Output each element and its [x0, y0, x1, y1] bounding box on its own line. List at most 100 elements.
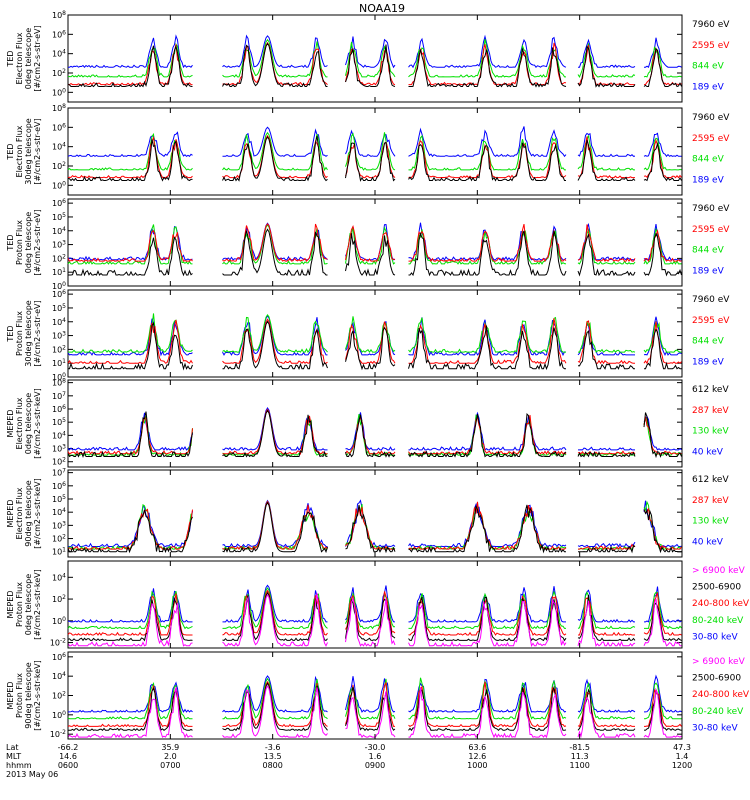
legend-entry: 7960 eV [692, 295, 730, 305]
y-tick-label: 106 [52, 404, 66, 414]
series-trace [68, 320, 682, 371]
legend-entry: 189 eV [692, 175, 725, 185]
legend-entry: 130 keV [692, 517, 729, 527]
y-tick-label: 10-2 [50, 638, 66, 648]
x-tick-lat: 47.3 [673, 743, 691, 752]
y-tick-label: 108 [52, 378, 66, 388]
y-axis-label: MEPED [6, 410, 15, 438]
legend-entry: 287 keV [692, 496, 729, 506]
y-tick-label: 104 [52, 430, 66, 440]
series-trace [68, 674, 682, 713]
y-axis-label: Proton Flux [15, 311, 24, 356]
x-tick-lat: 63.6 [468, 743, 486, 752]
y-tick-label: 101 [52, 267, 66, 277]
y-tick-label: 100 [52, 87, 66, 97]
y-tick-label: 108 [52, 10, 66, 20]
y-axis-label: [#/cm2-s-str-eV] [33, 118, 42, 184]
y-tick-label: 100 [52, 710, 66, 720]
series-trace [67, 677, 682, 720]
legend-entry: 844 eV [692, 62, 725, 72]
legend-entry: 40 keV [692, 447, 724, 457]
x-tick-mlt: 1.6 [369, 752, 382, 761]
y-tick-label: 106 [52, 289, 66, 299]
x-tick-mlt: 14.6 [59, 752, 77, 761]
legend-entry: 2595 eV [692, 316, 730, 326]
y-axis-label: [#/cm2-s-str-keV] [33, 660, 42, 731]
series-trace [67, 501, 682, 554]
x-row-label: 2013 May 06 [6, 770, 58, 779]
legend-entry: 189 eV [692, 357, 725, 367]
y-axis-label: 0deg telescope [24, 212, 33, 273]
legend-entry: 612 keV [692, 475, 729, 485]
y-tick-label: 10-2 [50, 729, 66, 739]
series-trace [67, 223, 682, 263]
x-tick-lat: -66.2 [58, 743, 79, 752]
y-tick-label: 106 [52, 198, 66, 208]
y-axis-label: [#/cm2-s-str-keV] [33, 478, 42, 549]
y-axis-label: Electron Flux [15, 32, 24, 84]
y-tick-label: 102 [52, 691, 66, 701]
y-tick-label: 103 [52, 331, 66, 341]
y-tick-label: 104 [52, 671, 66, 681]
y-tick-label: 100 [52, 180, 66, 190]
x-tick-lat: -81.5 [569, 743, 590, 752]
y-axis-label: 30deg telescope [24, 300, 33, 367]
series-trace [68, 682, 682, 732]
series-trace [67, 126, 682, 158]
y-tick-label: 107 [52, 391, 66, 401]
y-tick-label: 104 [52, 572, 66, 582]
legend-entry: 130 keV [692, 427, 729, 437]
legend-entry: 80-240 keV [692, 616, 744, 626]
legend-entry: 7960 eV [692, 204, 730, 214]
y-tick-label: 106 [52, 122, 66, 132]
y-tick-label: 105 [52, 212, 66, 222]
y-tick-label: 104 [52, 142, 66, 152]
y-axis-label: [#/cm2-s-str-keV] [33, 569, 42, 640]
legend-entry: > 6900 keV [692, 657, 746, 667]
x-row-label: MLT [6, 752, 21, 761]
series-trace [67, 406, 682, 451]
x-tick-hhmm: 0700 [160, 761, 180, 770]
legend-entry: 240-800 keV [692, 690, 750, 700]
y-axis-label: Electron Flux [15, 487, 24, 539]
x-tick-hhmm: 1200 [672, 761, 692, 770]
y-axis-label: MEPED [6, 500, 15, 528]
y-axis-label: TED [6, 234, 15, 251]
x-row-label: Lat [6, 743, 19, 752]
y-axis-label: MEPED [6, 591, 15, 619]
legend-entry: 844 eV [692, 337, 725, 347]
y-tick-label: 107 [52, 468, 66, 478]
legend-entry: 189 eV [692, 82, 725, 92]
y-tick-label: 102 [52, 534, 66, 544]
x-tick-mlt: 12.6 [468, 752, 486, 761]
y-tick-label: 106 [52, 481, 66, 491]
y-tick-label: 103 [52, 520, 66, 530]
x-tick-mlt: 1.4 [676, 752, 689, 761]
y-tick-label: 105 [52, 494, 66, 504]
series-trace [67, 224, 682, 266]
panel-6: 107 106 105 104 103 102 101 MEPED Electron Flux 9… [6, 468, 729, 558]
y-tick-label: 103 [52, 240, 66, 250]
y-axis-label: Electron Flux [15, 397, 24, 449]
legend-entry: 844 eV [692, 155, 725, 165]
x-tick-lat: 35.9 [161, 743, 179, 752]
y-axis-label: Proton Flux [15, 220, 24, 265]
legend-entry: 2595 eV [692, 41, 730, 51]
series-trace [68, 228, 682, 277]
y-axis-label: TED [6, 143, 15, 160]
legend-entry: 40 keV [692, 537, 724, 547]
y-tick-label: 106 [52, 652, 66, 662]
x-tick-hhmm: 0800 [262, 761, 282, 770]
series-trace [67, 42, 682, 88]
panel-5: 108 107 106 105 104 103 102 MEPED Electron Flux 0… [6, 378, 729, 468]
series-trace [67, 591, 682, 642]
x-tick-mlt: 13.5 [264, 752, 282, 761]
y-axis-label: [#/cm2-s-str-eV] [33, 300, 42, 366]
legend-entry: 7960 eV [692, 113, 730, 123]
panel-1: 108 106 104 102 100 TED Electron Flux 0deg tele… [6, 10, 730, 103]
legend-entry: 240-800 keV [692, 599, 750, 609]
y-axis-label: [#/cm2-s-str-eV] [33, 209, 42, 275]
panel-8: 106 104 102 100 10-2 MEPED Proton Flux 90deg te… [6, 651, 750, 740]
y-axis-label: [#/cm2-s-str-keV] [33, 388, 42, 459]
